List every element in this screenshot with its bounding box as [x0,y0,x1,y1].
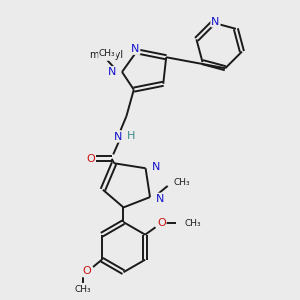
Text: O: O [86,154,95,164]
Text: N: N [113,132,122,142]
Text: CH₃: CH₃ [174,178,190,187]
Text: CH₃: CH₃ [74,285,91,294]
Text: H: H [127,131,135,141]
Text: N: N [211,16,220,26]
Text: methyl: methyl [106,52,111,54]
Text: O: O [157,218,166,229]
Text: N: N [152,162,160,172]
Text: N: N [156,194,164,204]
Text: N: N [131,44,140,54]
Text: CH₃: CH₃ [184,219,201,228]
Text: CH₃: CH₃ [99,49,116,58]
Text: O: O [83,266,92,277]
Text: methyl: methyl [89,50,123,60]
Text: N: N [108,67,117,77]
